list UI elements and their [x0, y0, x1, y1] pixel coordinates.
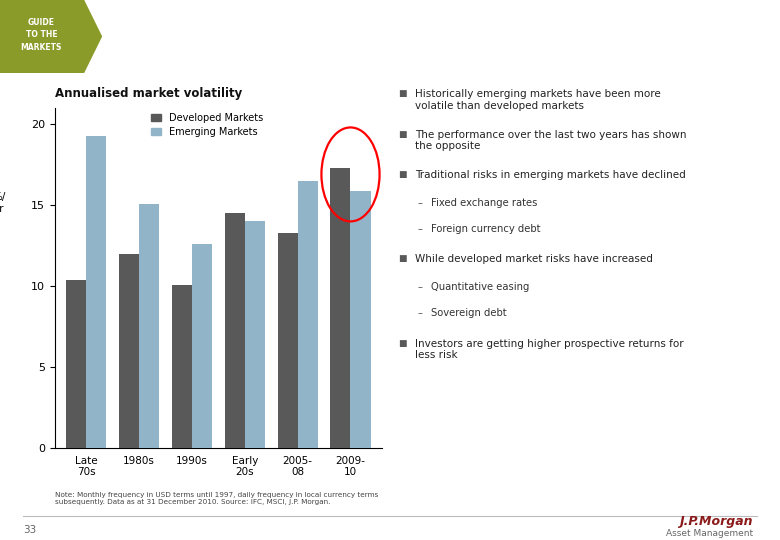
Text: Sovereign debt: Sovereign debt	[431, 308, 506, 319]
Bar	[331, 168, 350, 448]
Text: 33: 33	[23, 524, 37, 535]
Bar	[350, 191, 370, 448]
Text: –: –	[417, 308, 422, 319]
Text: –: –	[417, 198, 422, 208]
Bar	[0, 0, 83, 73]
Bar	[298, 181, 317, 448]
Bar	[172, 285, 192, 448]
Text: Note: Monthly frequency in USD terms until 1997, daily frequency in local curren: Note: Monthly frequency in USD terms unt…	[55, 492, 378, 505]
Polygon shape	[83, 0, 101, 73]
Text: The performance over the last two years has shown
the opposite: The performance over the last two years …	[415, 130, 686, 151]
Text: While developed market risks have increased: While developed market risks have increa…	[415, 254, 653, 265]
Text: –: –	[417, 224, 422, 234]
Text: Fixed exchange rates: Fixed exchange rates	[431, 198, 537, 208]
Text: Investors are getting higher prospective returns for
less risk: Investors are getting higher prospective…	[415, 339, 683, 360]
Text: %/
yr: %/ yr	[0, 192, 5, 214]
Bar	[139, 204, 159, 448]
Text: Annualised market volatility: Annualised market volatility	[55, 87, 242, 100]
Bar	[66, 280, 87, 448]
Text: ■: ■	[398, 339, 406, 348]
Bar	[87, 136, 106, 448]
Text: J.P.Morgan: J.P.Morgan	[679, 515, 753, 528]
Bar	[119, 254, 139, 448]
Bar	[225, 213, 245, 448]
Bar	[192, 244, 212, 448]
Text: Historically emerging markets have been more
volatile than developed markets: Historically emerging markets have been …	[415, 89, 661, 111]
Text: ■: ■	[398, 254, 406, 264]
Bar	[278, 233, 298, 448]
Text: Traditional risks in emerging markets have declined: Traditional risks in emerging markets ha…	[415, 170, 686, 180]
Text: Emerging markets are not as volatile as you might think: Emerging markets are not as volatile as …	[105, 27, 702, 46]
Text: ■: ■	[398, 170, 406, 179]
Bar	[245, 221, 265, 448]
Legend: Developed Markets, Emerging Markets: Developed Markets, Emerging Markets	[151, 113, 263, 137]
Text: GUIDE
TO THE
MARKETS: GUIDE TO THE MARKETS	[20, 18, 62, 52]
Text: Asset Management: Asset Management	[665, 529, 753, 538]
Text: Foreign currency debt: Foreign currency debt	[431, 224, 540, 234]
Text: ■: ■	[398, 89, 406, 98]
Text: Quantitative easing: Quantitative easing	[431, 282, 529, 293]
Text: ■: ■	[398, 130, 406, 139]
Text: –: –	[417, 282, 422, 293]
